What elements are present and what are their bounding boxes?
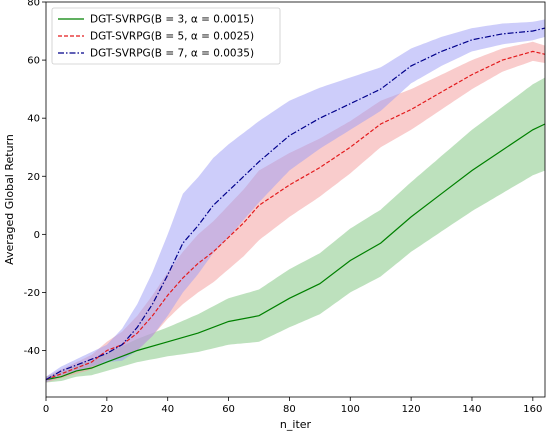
y-tick-label: 0 [34, 230, 40, 241]
y-tick-label: -40 [24, 346, 40, 357]
y-tick-label: -20 [24, 288, 40, 299]
series-lines [45, 27, 546, 381]
x-tick-label: 120 [402, 404, 421, 415]
plot-frame [45, 1, 546, 398]
band-series-1 [46, 77, 545, 383]
legend-box [51, 7, 281, 65]
x-tick-label: 160 [523, 404, 542, 415]
x-tick-label: 0 [43, 404, 49, 415]
x-tick-label: 140 [462, 404, 481, 415]
y-tick-label: 80 [27, 0, 40, 9]
x-tick-label: 100 [341, 404, 360, 415]
y-tick-label: 60 [27, 56, 40, 67]
y-tick-label: 40 [27, 114, 40, 125]
y-tick-label: 20 [27, 172, 40, 183]
line-series-3 [45, 27, 546, 381]
x-tick-label: 20 [100, 404, 113, 415]
x-tick-label: 80 [283, 404, 296, 415]
x-tick-label: 60 [222, 404, 235, 415]
y-axis-label: Averaged Global Return [3, 134, 16, 265]
legend-label-1: DGT-SVRPG(B = 3, α = 0.0015) [90, 14, 254, 26]
legend-label-2: DGT-SVRPG(B = 5, α = 0.0025) [90, 31, 254, 43]
x-tick-label: 40 [161, 404, 174, 415]
confidence-bands [46, 19, 545, 383]
x-axis-label: n_iter [280, 418, 312, 431]
line-series-2 [45, 50, 546, 381]
legend: DGT-SVRPG(B = 3, α = 0.0015) DGT-SVRPG(B … [51, 7, 281, 65]
legend-label-3: DGT-SVRPG(B = 7, α = 0.0035) [90, 48, 254, 60]
x-axis-ticks: 0 20 40 60 80 100 120 140 160 [43, 397, 542, 415]
y-axis-ticks: -40 -20 0 20 40 60 80 [24, 0, 46, 357]
line-series-1 [45, 123, 546, 381]
